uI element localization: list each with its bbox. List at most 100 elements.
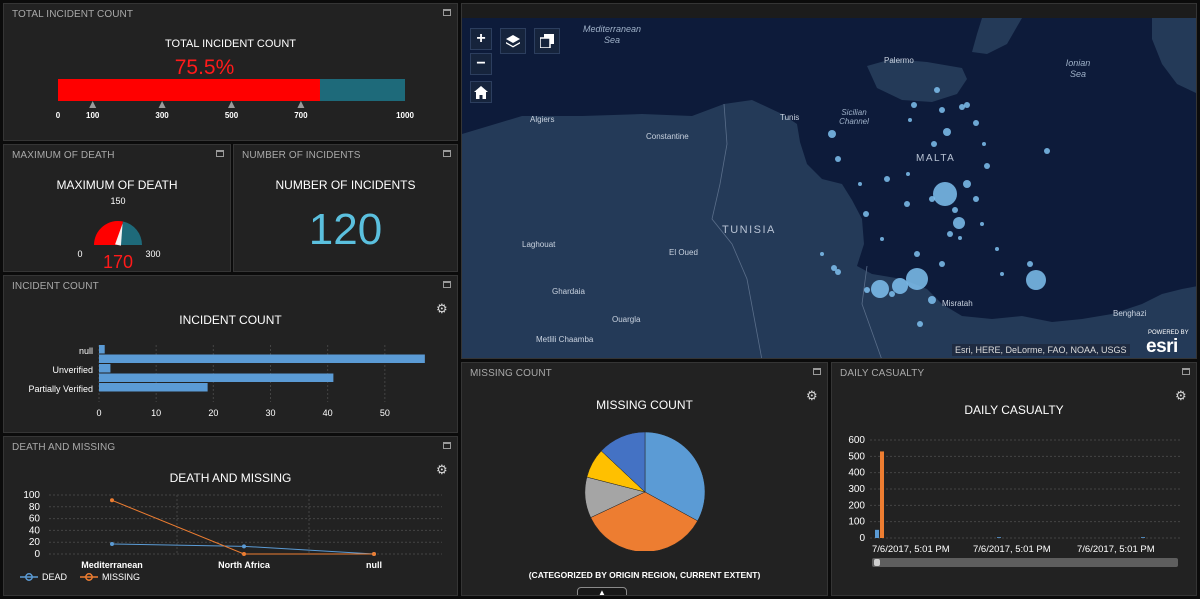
incident-point[interactable] [995, 247, 999, 251]
gauge-tick-label: 500 [225, 111, 239, 120]
incident-point[interactable] [908, 118, 912, 122]
incident-point[interactable] [1027, 261, 1033, 267]
semi-gauge: 150 0 300 170 [77, 196, 160, 271]
incident-point[interactable] [863, 211, 869, 217]
data-point[interactable] [242, 552, 246, 556]
incident-point[interactable] [952, 207, 958, 213]
layers-button[interactable] [500, 28, 526, 54]
incident-point[interactable] [892, 278, 908, 294]
bar[interactable] [99, 383, 208, 392]
gauge-mid-label: 150 [110, 196, 125, 206]
incident-point[interactable] [973, 196, 979, 202]
maximize-icon[interactable] [216, 150, 224, 157]
incident-point[interactable] [934, 87, 940, 93]
incident-point[interactable] [959, 104, 965, 110]
legend-label[interactable]: DEAD [42, 572, 68, 582]
gauge-marker [297, 101, 305, 108]
maximize-icon[interactable] [443, 442, 451, 449]
incident-points[interactable] [820, 87, 1050, 327]
incident-point[interactable] [963, 180, 971, 188]
incident-point[interactable] [831, 265, 837, 271]
gauge-tick-label: 100 [86, 111, 100, 120]
incident-count-chart: 0 10 20 30 40 50 null Unverified Partially Verif… [28, 345, 425, 418]
data-point[interactable] [110, 498, 114, 503]
incident-point[interactable] [1044, 148, 1050, 154]
bar[interactable] [880, 451, 884, 538]
home-button[interactable] [470, 81, 492, 103]
esri-logo[interactable]: esri [1146, 336, 1178, 357]
label-sea: Sea [604, 35, 620, 45]
map-canvas[interactable]: Mediterranean Sea Ionian Sea Palermo Sic… [462, 4, 1197, 359]
incident-point[interactable] [828, 130, 836, 138]
panel-header: DAILY CASUALTY [840, 368, 925, 379]
incident-point[interactable] [953, 217, 965, 229]
incident-point[interactable] [1000, 272, 1004, 276]
incident-point[interactable] [871, 280, 889, 298]
legend-marker [85, 573, 93, 581]
incident-point[interactable] [958, 236, 962, 240]
gauge-tick-label: 0 [56, 111, 61, 120]
incident-point[interactable] [835, 156, 841, 162]
bar[interactable] [99, 354, 425, 364]
zoom-in-button[interactable]: + [470, 28, 492, 50]
bar[interactable] [1141, 537, 1145, 538]
incident-point[interactable] [858, 182, 862, 186]
incident-point[interactable] [864, 287, 870, 293]
bar[interactable] [99, 364, 111, 373]
incident-point[interactable] [906, 268, 928, 290]
basemap-button[interactable] [534, 28, 560, 54]
maximize-icon[interactable] [443, 150, 451, 157]
incident-point[interactable] [917, 321, 923, 327]
scroll-track[interactable] [872, 558, 1178, 567]
incident-point[interactable] [939, 261, 945, 267]
incident-point[interactable] [911, 102, 917, 108]
data-point[interactable] [372, 552, 376, 556]
incident-point[interactable] [984, 163, 990, 169]
gear-icon[interactable]: ⚙ [1175, 388, 1187, 403]
pie-slice[interactable] [590, 491, 698, 551]
incident-point[interactable] [884, 176, 890, 182]
gear-icon[interactable]: ⚙ [806, 388, 818, 403]
bar[interactable] [99, 373, 334, 383]
incident-point[interactable] [906, 172, 910, 176]
data-point[interactable] [110, 541, 114, 546]
gear-icon[interactable]: ⚙ [436, 462, 448, 477]
bar[interactable] [997, 537, 1001, 538]
incident-point[interactable] [929, 196, 935, 202]
incident-point[interactable] [964, 102, 970, 108]
maximize-icon[interactable] [443, 281, 451, 288]
bar[interactable] [99, 345, 105, 354]
pie-slice[interactable] [600, 431, 646, 493]
incident-point[interactable] [947, 231, 953, 237]
incident-point[interactable] [973, 120, 979, 126]
data-point[interactable] [242, 544, 246, 549]
maximize-icon[interactable] [443, 9, 451, 16]
gear-icon[interactable]: ⚙ [436, 301, 448, 316]
incident-point[interactable] [820, 252, 824, 256]
indicator-value: 120 [308, 205, 383, 254]
map-panel[interactable]: Mediterranean Sea Ionian Sea Palermo Sic… [461, 3, 1197, 359]
pie-slice[interactable] [644, 431, 706, 522]
expand-button[interactable]: ▲ [577, 587, 627, 595]
incident-point[interactable] [943, 128, 951, 136]
incident-point[interactable] [914, 251, 920, 257]
bar[interactable] [875, 529, 879, 538]
scroll-handle[interactable] [874, 559, 880, 566]
incident-point[interactable] [933, 182, 957, 206]
maximize-icon[interactable] [813, 368, 821, 375]
zoom-out-button[interactable]: − [470, 53, 492, 75]
incident-point[interactable] [889, 291, 895, 297]
incident-point[interactable] [982, 142, 986, 146]
incident-point[interactable] [904, 201, 910, 207]
incident-point[interactable] [835, 269, 841, 275]
incident-point[interactable] [939, 107, 945, 113]
incident-point[interactable] [980, 222, 984, 226]
incident-point[interactable] [931, 141, 937, 147]
legend-label[interactable]: MISSING [102, 572, 140, 582]
incident-point[interactable] [880, 237, 884, 241]
incident-point[interactable] [928, 296, 936, 304]
linear-gauge: 0 100 300 500 700 1000 [56, 79, 414, 120]
incident-point[interactable] [1026, 270, 1046, 290]
maximize-icon[interactable] [1182, 368, 1190, 375]
